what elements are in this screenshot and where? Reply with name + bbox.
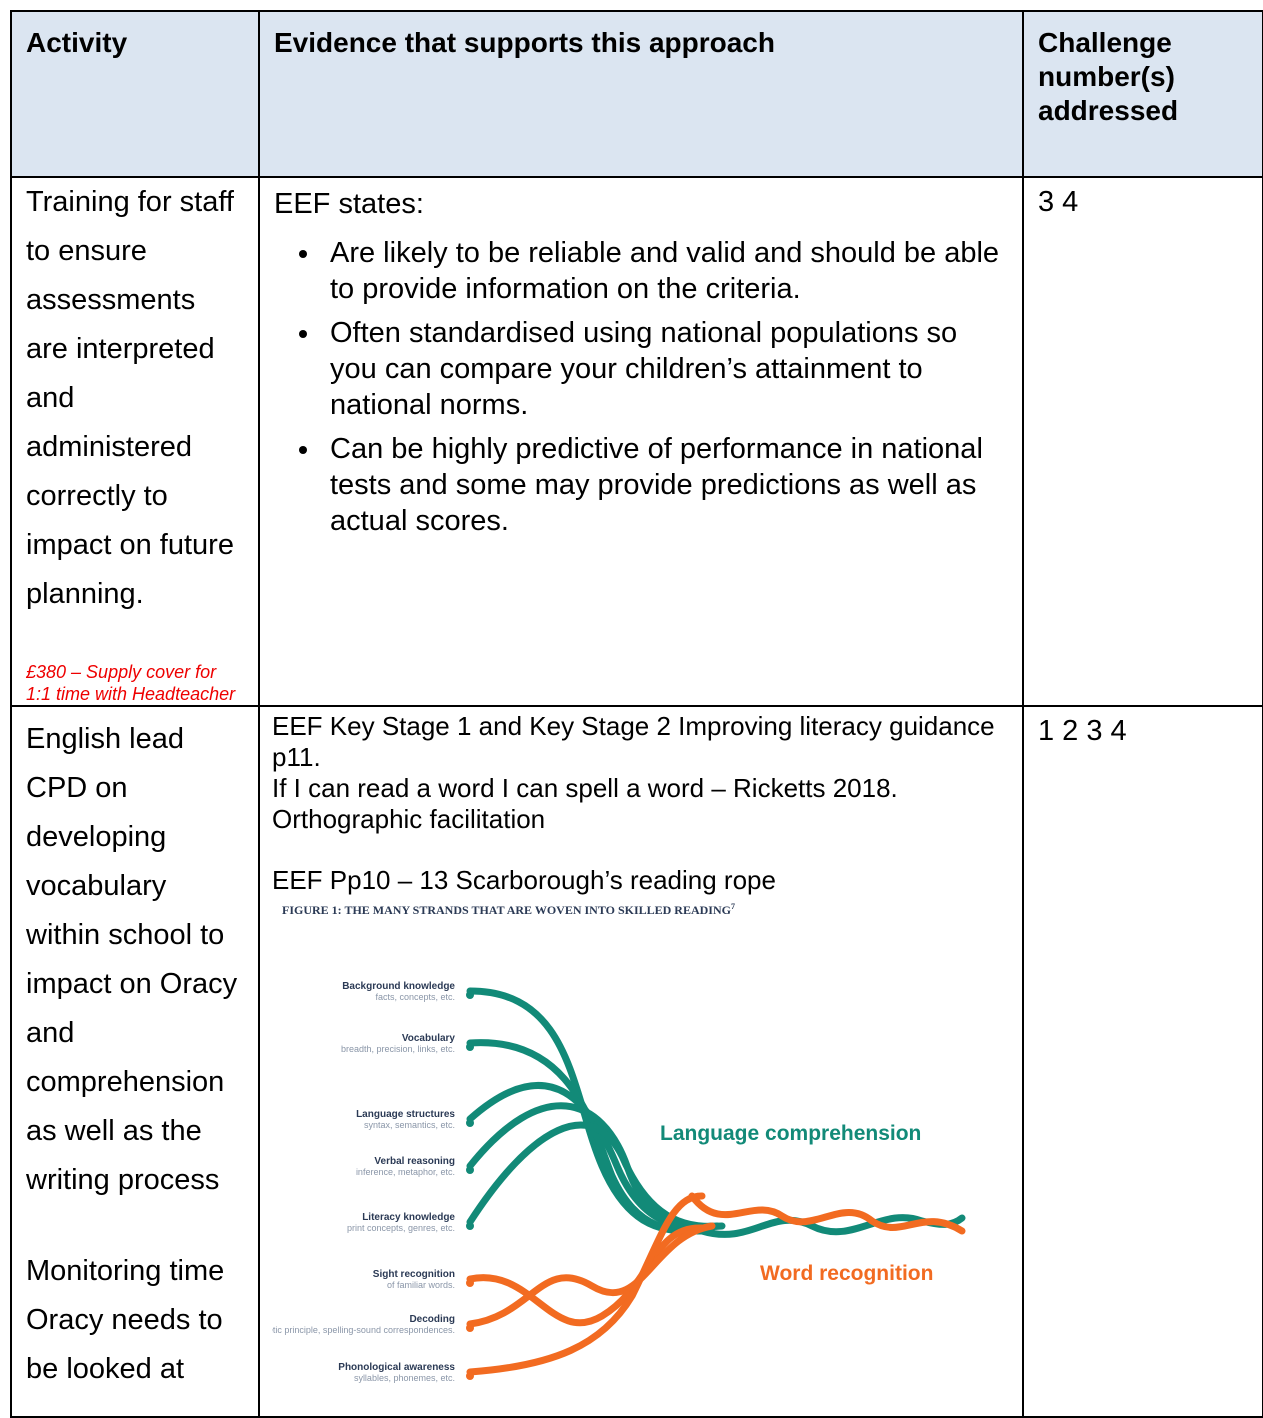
strand [466, 1121, 726, 1230]
strand [466, 1222, 716, 1328]
reading-rope-figure: FIGURE 1: THE MANY STRANDS THAT ARE WOVE… [272, 902, 966, 1383]
strand-dot [466, 1222, 474, 1230]
strands [466, 987, 966, 1376]
evidence-item: Are likely to be reliable and valid and … [322, 235, 1008, 307]
activity-text: Oracy needs to be looked at [26, 1304, 223, 1385]
strand-detail: facts, concepts, etc. [375, 992, 455, 1002]
language-label: Language comprehension [660, 1122, 921, 1145]
evidence-line: Orthographic facilitation [272, 804, 546, 834]
strand-label: Background knowledge [342, 981, 455, 992]
word-label: Word recognition [760, 1262, 933, 1285]
evidence-intro: EEF states: [274, 188, 424, 220]
activity-text: English lead CPD on developing vocabular… [26, 723, 238, 1196]
strand-detail: of familiar words. [387, 1280, 455, 1290]
strand-label: Sight recognition [373, 1269, 455, 1280]
evidence-item: Often standardised using national popula… [322, 315, 1008, 423]
activity-cell: English lead CPD on developing vocabular… [10, 705, 260, 1418]
strand [688, 1192, 966, 1235]
footnote-mark: 7 [731, 902, 735, 911]
strand-label: Phonological awareness [338, 1362, 455, 1373]
row: Training for staff to ensure assessments… [10, 176, 1263, 707]
strand-label: Vocabulary [402, 1033, 456, 1044]
row: English lead CPD on developing vocabular… [10, 705, 1263, 1418]
activity-cell: Training for staff to ensure assessments… [10, 176, 260, 707]
strand-dot [466, 1043, 474, 1051]
evidence-cell: EEF Key Stage 1 and Key Stage 2 Improvin… [258, 705, 1024, 1418]
strand-dot [466, 1372, 474, 1380]
header-cell: Challenge number(s) addressed [1022, 10, 1263, 178]
strand-detail: alphabetic principle, spelling-sound cor… [272, 1325, 455, 1335]
challenge-text: 3 4 [1038, 186, 1079, 218]
figure-title-text: FIGURE 1: THE MANY STRANDS THAT ARE WOVE… [282, 903, 731, 917]
strand-dot [466, 1279, 474, 1287]
strand-dot [466, 1166, 474, 1174]
header-cell: Activity [10, 10, 260, 178]
challenge-cell: 3 4 [1022, 176, 1263, 707]
strand-dot [466, 1119, 474, 1127]
evidence-list: Are likely to be reliable and valid and … [274, 235, 1008, 539]
strand-dot [466, 1324, 474, 1332]
evidence-cell: EEF states: Are likely to be reliable an… [258, 176, 1024, 707]
evidence-line: EEF Key Stage 1 and Key Stage 2 Improvin… [272, 711, 995, 772]
strand [466, 1224, 706, 1327]
strategy-table: Activity Evidence that supports this app… [10, 10, 1263, 1418]
challenge-text: 1 2 3 4 [1038, 715, 1127, 747]
strand-detail: breadth, precision, links, etc. [341, 1044, 455, 1054]
page: Activity Evidence that supports this app… [0, 0, 1263, 1319]
strand-dot [466, 991, 474, 999]
strand-detail: inference, metaphor, etc. [356, 1167, 455, 1177]
header-cell: Evidence that supports this approach [258, 10, 1024, 178]
strand-label: Language structures [356, 1109, 455, 1120]
challenge-cell: 1 2 3 4 [1022, 705, 1263, 1418]
strand-label: Verbal reasoning [374, 1156, 455, 1167]
strand-detail: print concepts, genres, etc. [347, 1223, 455, 1233]
cost-note: £380 – Supply cover for 1:1 time with He… [26, 662, 236, 704]
evidence-line: EEF Pp10 – 13 Scarborough’s reading rope [272, 865, 776, 895]
evidence-item: Can be highly predictive of performance … [322, 431, 1008, 539]
strand [466, 1039, 716, 1234]
figure-title: FIGURE 1: THE MANY STRANDS THAT ARE WOVE… [282, 902, 735, 917]
strand-label: Literacy knowledge [362, 1212, 455, 1223]
strand-detail: syllables, phonemes, etc. [354, 1373, 455, 1383]
header-row: Activity Evidence that supports this app… [10, 10, 1263, 178]
strand-label: Decoding [409, 1314, 455, 1325]
activity-text: Monitoring time [26, 1255, 225, 1287]
activity-text: Training for staff to ensure assessments… [26, 186, 234, 610]
evidence-line: If I can read a word I can spell a word … [272, 773, 898, 803]
strand-detail: syntax, semantics, etc. [364, 1120, 455, 1130]
